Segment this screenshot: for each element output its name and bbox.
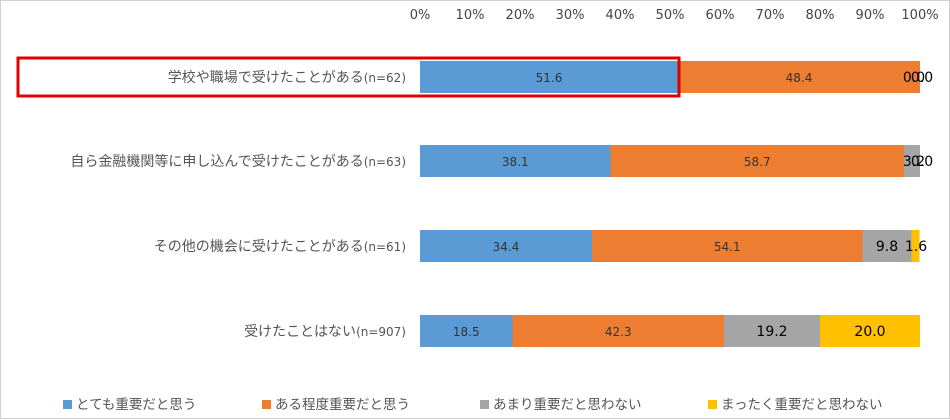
x-tick-label: 80% [806, 8, 835, 23]
x-tick-label: 10% [456, 8, 485, 23]
bar-segment [592, 230, 863, 262]
bar-segment [724, 315, 820, 347]
x-tick-label: 100% [901, 8, 938, 23]
data-label: 54.1 [714, 240, 741, 254]
data-label: 1.6 [905, 239, 927, 255]
data-label: 19.2 [756, 324, 787, 340]
data-label: 48.4 [786, 71, 813, 85]
category-label: 受けたことはない(n=907) [244, 324, 406, 340]
category-label: 学校や職場で受けたことがある(n=62) [168, 69, 406, 86]
bar-segments [420, 61, 920, 347]
data-label: 0.0 [911, 154, 933, 170]
bar-segment [610, 145, 904, 177]
data-label: 34.4 [493, 240, 520, 254]
category-label: その他の機会に受けたことがある(n=61) [154, 239, 406, 255]
x-tick-label: 20% [506, 8, 535, 23]
data-label: 9.8 [876, 239, 898, 255]
data-label: 3.2 [903, 154, 925, 170]
data-label: 58.7 [744, 155, 771, 169]
x-tick-label: 70% [756, 8, 785, 23]
category-labels: 学校や職場で受けたことがある(n=62) 自ら金融機関等に申し込んで受けたことがあ… [70, 69, 406, 340]
bar-segment [862, 230, 912, 262]
bar-segment [512, 315, 724, 347]
bar-segment [420, 145, 611, 177]
data-label: 38.1 [502, 155, 529, 169]
data-label: 18.5 [453, 325, 480, 339]
data-label: 20.0 [854, 324, 885, 340]
legend-swatch [63, 400, 72, 409]
data-label: 0.0 [903, 70, 925, 86]
legend-label: ある程度重要だと思う [275, 397, 410, 413]
highlight-rect [16, 56, 681, 98]
bar-segment [904, 145, 920, 177]
category-label: 自ら金融機関等に申し込んで受けたことがある(n=63) [70, 153, 406, 170]
x-tick-label: 0% [410, 8, 431, 23]
data-label: 51.6 [536, 71, 563, 85]
highlight-box [16, 56, 681, 98]
legend-label: まったく重要だと思わない [721, 397, 882, 413]
bar-segment [420, 230, 592, 262]
bar-segment [678, 61, 920, 93]
x-tick-label: 40% [606, 8, 635, 23]
legend-swatch [480, 400, 489, 409]
legend-label: あまり重要だと思わない [493, 397, 642, 413]
x-tick-label: 50% [656, 8, 685, 23]
x-tick-label: 30% [556, 8, 585, 23]
x-tick-label: 60% [706, 8, 735, 23]
bar-segment [820, 315, 920, 347]
data-label: 0.0 [911, 70, 933, 86]
legend-label: とても重要だと思う [76, 397, 196, 413]
legend-swatch [262, 400, 271, 409]
bar-segment [420, 61, 678, 93]
legend-swatch [708, 400, 717, 409]
legend: とても重要だと思う ある程度重要だと思う あまり重要だと思わない まったく重要だと思わ… [63, 397, 882, 413]
x-tick-label: 90% [856, 8, 885, 23]
data-labels: 51.6 48.4 0.00.038.1 58.7 3.20.034.4 54.1 9.8 1… [453, 70, 933, 340]
bar-segment [911, 230, 920, 262]
x-axis-tick-labels: 0% 10% 20% 30% 40% 50% 60% 70% 80% 90% 100% [410, 8, 939, 23]
data-label: 42.3 [605, 325, 632, 339]
bar-segment [420, 315, 513, 347]
